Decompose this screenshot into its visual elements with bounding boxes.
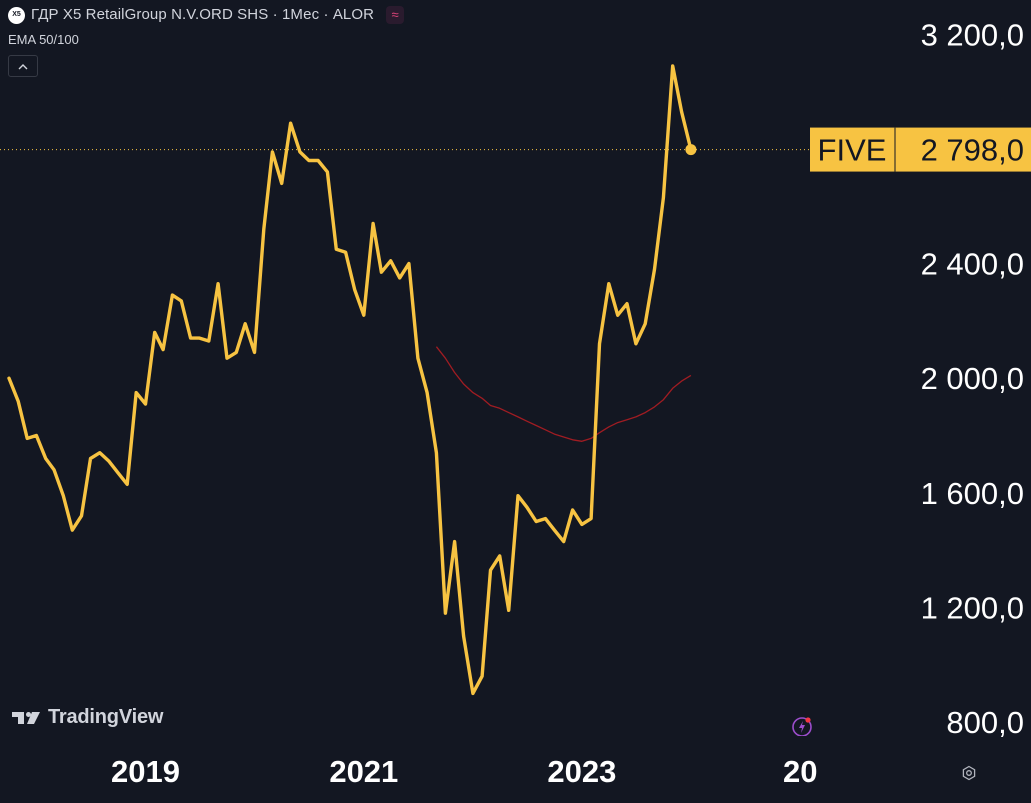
legend-collapse-button[interactable]	[8, 55, 38, 77]
symbol-logo-icon: X5	[8, 6, 25, 24]
y-axis-tick-label: 1 200,0	[921, 590, 1024, 625]
price-label-box	[810, 127, 1031, 172]
price-label-symbol: FIVE	[818, 133, 887, 168]
price-label-value: 2 798,0	[921, 133, 1024, 168]
x-axis-tick-label: 2021	[329, 754, 398, 789]
indicator-label[interactable]: EMA 50/100	[8, 32, 79, 47]
tradingview-logo[interactable]: TradingView	[12, 706, 163, 729]
ema-line	[435, 346, 692, 442]
chevron-up-icon	[18, 63, 28, 69]
tradingview-logo-icon	[12, 711, 40, 724]
price-line	[7, 64, 693, 696]
y-axis-tick-label: 1 600,0	[921, 476, 1024, 511]
tradingview-wordmark: TradingView	[48, 706, 164, 728]
legend-title-row[interactable]: X5 ГДР X5 RetailGroup N.V.ORD SHS · 1Мес…	[8, 5, 405, 25]
y-axis-tick-label: 3 200,0	[921, 17, 1024, 52]
settings-gear-icon[interactable]	[961, 765, 977, 781]
x-axis-tick-label: 2019	[111, 754, 180, 789]
legend-symbol-title[interactable]: ГДР X5 RetailGroup N.V.ORD SHS · 1Мес · …	[31, 6, 375, 23]
lightning-icon[interactable]	[792, 716, 812, 736]
x-axis-tick-label: 20	[783, 754, 817, 789]
y-axis-tick-label: 800,0	[946, 705, 1024, 740]
chart-legend: X5 ГДР X5 RetailGroup N.V.ORD SHS · 1Мес…	[8, 5, 405, 77]
data-source-badge-icon[interactable]: ≈	[386, 6, 405, 24]
y-axis-tick-label: 2 000,0	[921, 361, 1024, 396]
x-axis-tick-label: 2023	[547, 754, 616, 789]
y-axis-tick-label: 2 400,0	[921, 247, 1024, 282]
last-price-dot	[685, 144, 697, 156]
